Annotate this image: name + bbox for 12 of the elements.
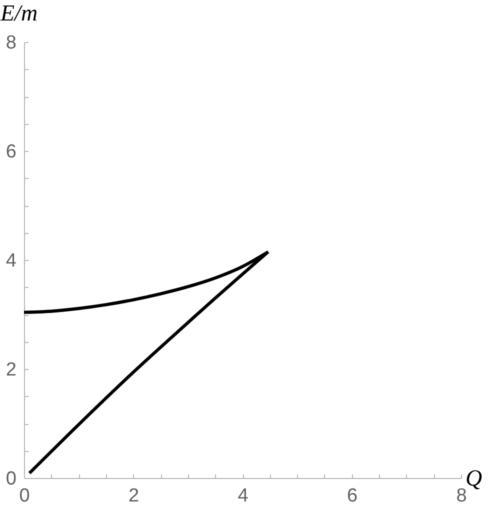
y-tick-label: 6 <box>6 142 16 162</box>
x-tick-label: 0 <box>19 486 30 506</box>
x-tick-label: 4 <box>238 486 249 506</box>
x-axis-title: Q <box>466 466 482 490</box>
y-tick-label: 8 <box>6 32 16 54</box>
y-axis-title: E/m <box>0 0 38 26</box>
y-tick-label: 0 <box>6 468 16 490</box>
y-tick-label: 4 <box>6 250 17 272</box>
x-tick-label: 2 <box>128 486 140 506</box>
x-tick-label: 8 <box>456 486 467 506</box>
x-tick-label: 6 <box>346 486 358 506</box>
y-tick-label: 2 <box>6 360 16 380</box>
